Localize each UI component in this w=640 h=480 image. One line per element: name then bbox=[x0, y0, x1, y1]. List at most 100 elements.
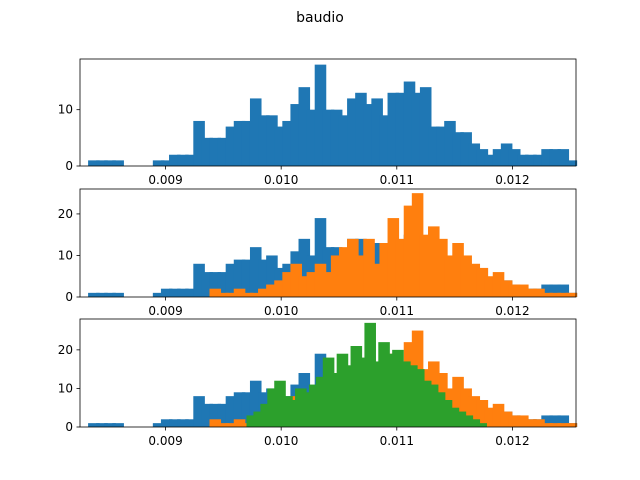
bar bbox=[484, 154, 497, 166]
bar bbox=[233, 120, 246, 166]
bar bbox=[500, 411, 513, 427]
bar bbox=[217, 423, 230, 427]
bar bbox=[233, 392, 246, 427]
axes-frame bbox=[79, 58, 577, 167]
bar bbox=[152, 160, 165, 166]
bar bbox=[419, 87, 432, 166]
bar bbox=[364, 322, 376, 427]
bar bbox=[411, 92, 424, 166]
bar bbox=[298, 238, 311, 297]
y-tick-label: 10 bbox=[58, 381, 73, 395]
bar bbox=[258, 288, 270, 297]
x-tick-label: 0.012 bbox=[495, 434, 529, 448]
bar bbox=[88, 160, 100, 166]
bar bbox=[241, 120, 254, 166]
bar bbox=[549, 284, 561, 297]
bar bbox=[290, 263, 302, 297]
bar bbox=[201, 272, 213, 297]
bar bbox=[193, 396, 205, 427]
bar bbox=[392, 349, 404, 427]
bar bbox=[541, 149, 553, 166]
bar bbox=[406, 365, 418, 427]
bar bbox=[249, 247, 262, 297]
bar bbox=[557, 423, 570, 427]
bar bbox=[209, 403, 222, 427]
bar bbox=[225, 126, 238, 166]
bar bbox=[460, 255, 472, 297]
bar bbox=[440, 400, 453, 427]
x-tick-label: 0.012 bbox=[495, 173, 529, 187]
bar bbox=[533, 154, 545, 166]
y-tick-label: 0 bbox=[65, 420, 73, 434]
bar bbox=[549, 292, 561, 297]
bar bbox=[314, 263, 327, 297]
bar bbox=[343, 365, 356, 427]
bar bbox=[452, 376, 464, 427]
histogram-panel-1: 0.009 0.010 0.011 0.012 0 10 bbox=[58, 58, 578, 187]
bar bbox=[185, 288, 197, 297]
bar bbox=[357, 357, 370, 427]
bar bbox=[461, 415, 474, 427]
bar bbox=[419, 380, 432, 427]
y-tick-label: 20 bbox=[58, 207, 73, 221]
bar bbox=[557, 284, 570, 297]
bar bbox=[468, 143, 481, 166]
bar bbox=[399, 361, 411, 427]
bar bbox=[387, 92, 400, 166]
bar bbox=[104, 423, 116, 427]
bar bbox=[476, 267, 489, 297]
bar bbox=[306, 272, 319, 297]
bar bbox=[258, 259, 270, 297]
bar bbox=[475, 423, 487, 427]
bar bbox=[253, 411, 265, 427]
bar bbox=[452, 132, 464, 166]
bar bbox=[525, 419, 537, 427]
x-tick-label: 0.010 bbox=[264, 173, 298, 187]
bar bbox=[557, 415, 570, 427]
bar bbox=[209, 137, 222, 166]
bar bbox=[249, 98, 262, 166]
bar bbox=[217, 292, 230, 297]
bar bbox=[549, 423, 561, 427]
y-tick-label: 0 bbox=[65, 290, 73, 304]
bar bbox=[330, 255, 343, 297]
bar bbox=[169, 419, 181, 427]
chart-title: baudio bbox=[296, 10, 344, 26]
bar bbox=[444, 120, 456, 166]
bar bbox=[447, 407, 460, 427]
axes-frame bbox=[79, 188, 577, 298]
bar bbox=[315, 376, 328, 427]
bar bbox=[290, 104, 302, 166]
bar bbox=[533, 288, 545, 297]
bar bbox=[201, 403, 213, 427]
bar bbox=[209, 419, 222, 427]
x-tick-label: 0.009 bbox=[148, 173, 182, 187]
bar bbox=[217, 137, 230, 166]
y-tick-label: 10 bbox=[58, 103, 73, 117]
bar bbox=[371, 361, 383, 427]
bar bbox=[322, 272, 335, 297]
x-tick-label: 0.010 bbox=[264, 434, 298, 448]
bar bbox=[484, 276, 497, 297]
bar bbox=[241, 292, 254, 297]
bar bbox=[225, 292, 238, 297]
bar bbox=[395, 238, 408, 297]
bar bbox=[160, 419, 173, 427]
bar bbox=[371, 263, 383, 297]
axes-frame bbox=[79, 318, 577, 428]
bar bbox=[347, 98, 359, 166]
bar bbox=[233, 259, 246, 297]
bar bbox=[152, 292, 165, 297]
bar bbox=[112, 160, 124, 166]
y-tick-label: 0 bbox=[65, 159, 73, 173]
bar bbox=[565, 292, 578, 297]
y-tick-label: 20 bbox=[58, 343, 73, 357]
histogram-panel-2: 0.009 0.010 0.011 0.012 0 10 20 bbox=[58, 188, 578, 318]
x-tick-label: 0.011 bbox=[380, 304, 414, 318]
bar bbox=[185, 419, 197, 427]
bar bbox=[336, 353, 349, 427]
bar bbox=[549, 149, 561, 166]
bar bbox=[225, 396, 238, 427]
bar bbox=[355, 255, 367, 297]
